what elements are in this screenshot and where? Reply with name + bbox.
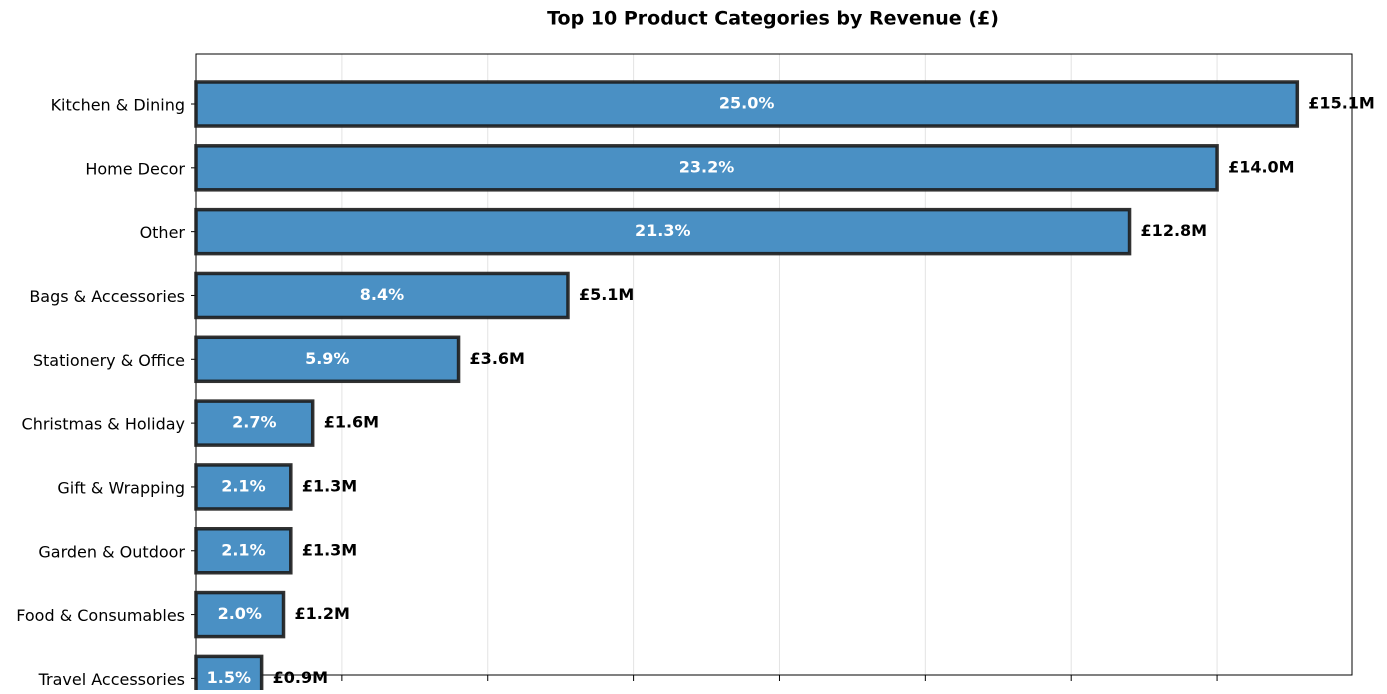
share-label: 23.2%: [679, 157, 735, 176]
value-label: £5.1M: [579, 285, 634, 304]
value-label: £14.0M: [1228, 157, 1295, 176]
share-label: 25.0%: [719, 94, 775, 113]
value-label: £12.8M: [1141, 221, 1208, 240]
bar: [194, 335, 461, 384]
share-label: 2.7%: [232, 413, 276, 432]
bar: [194, 399, 315, 447]
bar: [194, 271, 570, 320]
chart-title: Top 10 Product Categories by Revenue (£): [547, 8, 999, 30]
bar: [194, 654, 264, 694]
y-tick-label: Christmas & Holiday: [22, 415, 185, 434]
y-tick-label: Food & Consumables: [16, 606, 185, 625]
y-tick-label: Bags & Accessories: [29, 287, 185, 306]
share-label: 2.1%: [221, 476, 265, 495]
value-label: £1.3M: [302, 476, 357, 495]
share-label: 2.1%: [221, 540, 265, 559]
share-label: 1.5%: [207, 668, 251, 687]
y-tick-label: Garden & Outdoor: [38, 542, 185, 561]
value-label: £0.9M: [273, 668, 328, 687]
bar: [194, 207, 1132, 256]
share-label: 21.3%: [635, 221, 691, 240]
value-label: £1.3M: [302, 540, 357, 559]
value-label: £3.6M: [470, 349, 525, 368]
value-label: £1.6M: [324, 413, 379, 432]
y-tick-label: Gift & Wrapping: [57, 478, 185, 497]
y-tick-label: Stationery & Office: [33, 351, 185, 370]
bar: [194, 80, 1300, 128]
y-tick-label: Travel Accessories: [38, 670, 185, 689]
y-tick-label: Kitchen & Dining: [51, 96, 185, 115]
share-label: 8.4%: [360, 285, 404, 304]
bar: [194, 590, 286, 639]
bar: [194, 527, 293, 575]
value-label: £15.1M: [1308, 94, 1375, 113]
bar: [194, 463, 293, 511]
bar: [194, 144, 1219, 192]
value-label: £1.2M: [295, 604, 350, 623]
share-label: 5.9%: [305, 349, 349, 368]
y-tick-label: Home Decor: [85, 159, 185, 178]
share-label: 2.0%: [218, 604, 262, 623]
y-tick-label: Other: [140, 223, 186, 242]
